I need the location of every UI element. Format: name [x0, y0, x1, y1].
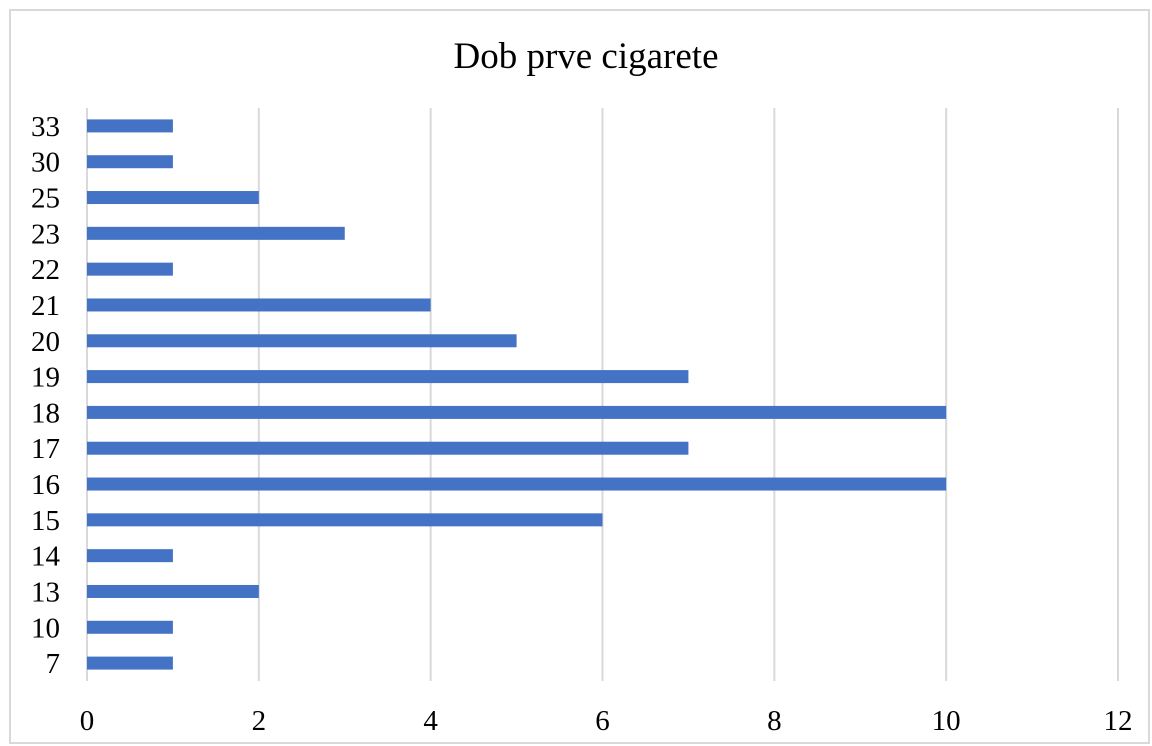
bar-23 — [87, 226, 345, 240]
y-tick-label: 18 — [31, 397, 60, 429]
bar-25 — [87, 191, 259, 205]
x-tick-label: 10 — [932, 705, 961, 737]
bar-13 — [87, 584, 259, 598]
y-tick-label: 16 — [31, 469, 60, 501]
bar-18 — [87, 405, 947, 419]
bar-7 — [87, 656, 173, 670]
bar-22 — [87, 262, 173, 276]
x-tick-label: 12 — [1104, 705, 1133, 737]
y-tick-label: 14 — [31, 541, 61, 573]
y-tick-label: 22 — [31, 254, 60, 286]
chart-title: Dob prve cigarete — [453, 36, 718, 77]
y-tick-label: 30 — [31, 147, 60, 179]
x-tick-label: 6 — [595, 705, 610, 737]
y-tick-label: 21 — [31, 290, 60, 322]
bars — [87, 119, 947, 670]
y-tick-label: 33 — [31, 111, 60, 143]
bar-14 — [87, 549, 173, 563]
y-tick-label: 10 — [31, 612, 60, 644]
x-tick-label: 2 — [252, 705, 267, 737]
x-tick-label: 8 — [767, 705, 782, 737]
y-tick-label: 20 — [31, 326, 60, 358]
x-tick-label: 0 — [80, 705, 95, 737]
bar-30 — [87, 155, 173, 169]
bar-15 — [87, 513, 603, 527]
bar-19 — [87, 370, 689, 384]
y-tick-label: 23 — [31, 218, 60, 250]
y-tick-label: 17 — [31, 433, 60, 465]
bar-16 — [87, 477, 947, 491]
bar-33 — [87, 119, 173, 133]
y-tick-label: 7 — [46, 648, 61, 680]
y-tick-label: 15 — [31, 505, 60, 537]
y-tick-label: 19 — [31, 362, 60, 394]
bar-20 — [87, 334, 517, 348]
x-axis-tick-labels: 0 2 4 6 8 10 12 — [80, 705, 1133, 737]
y-tick-label: 13 — [31, 576, 60, 608]
bar-17 — [87, 441, 689, 455]
bar-21 — [87, 298, 431, 312]
y-tick-label: 25 — [31, 183, 60, 215]
x-tick-label: 4 — [423, 705, 438, 737]
bar-10 — [87, 620, 173, 634]
